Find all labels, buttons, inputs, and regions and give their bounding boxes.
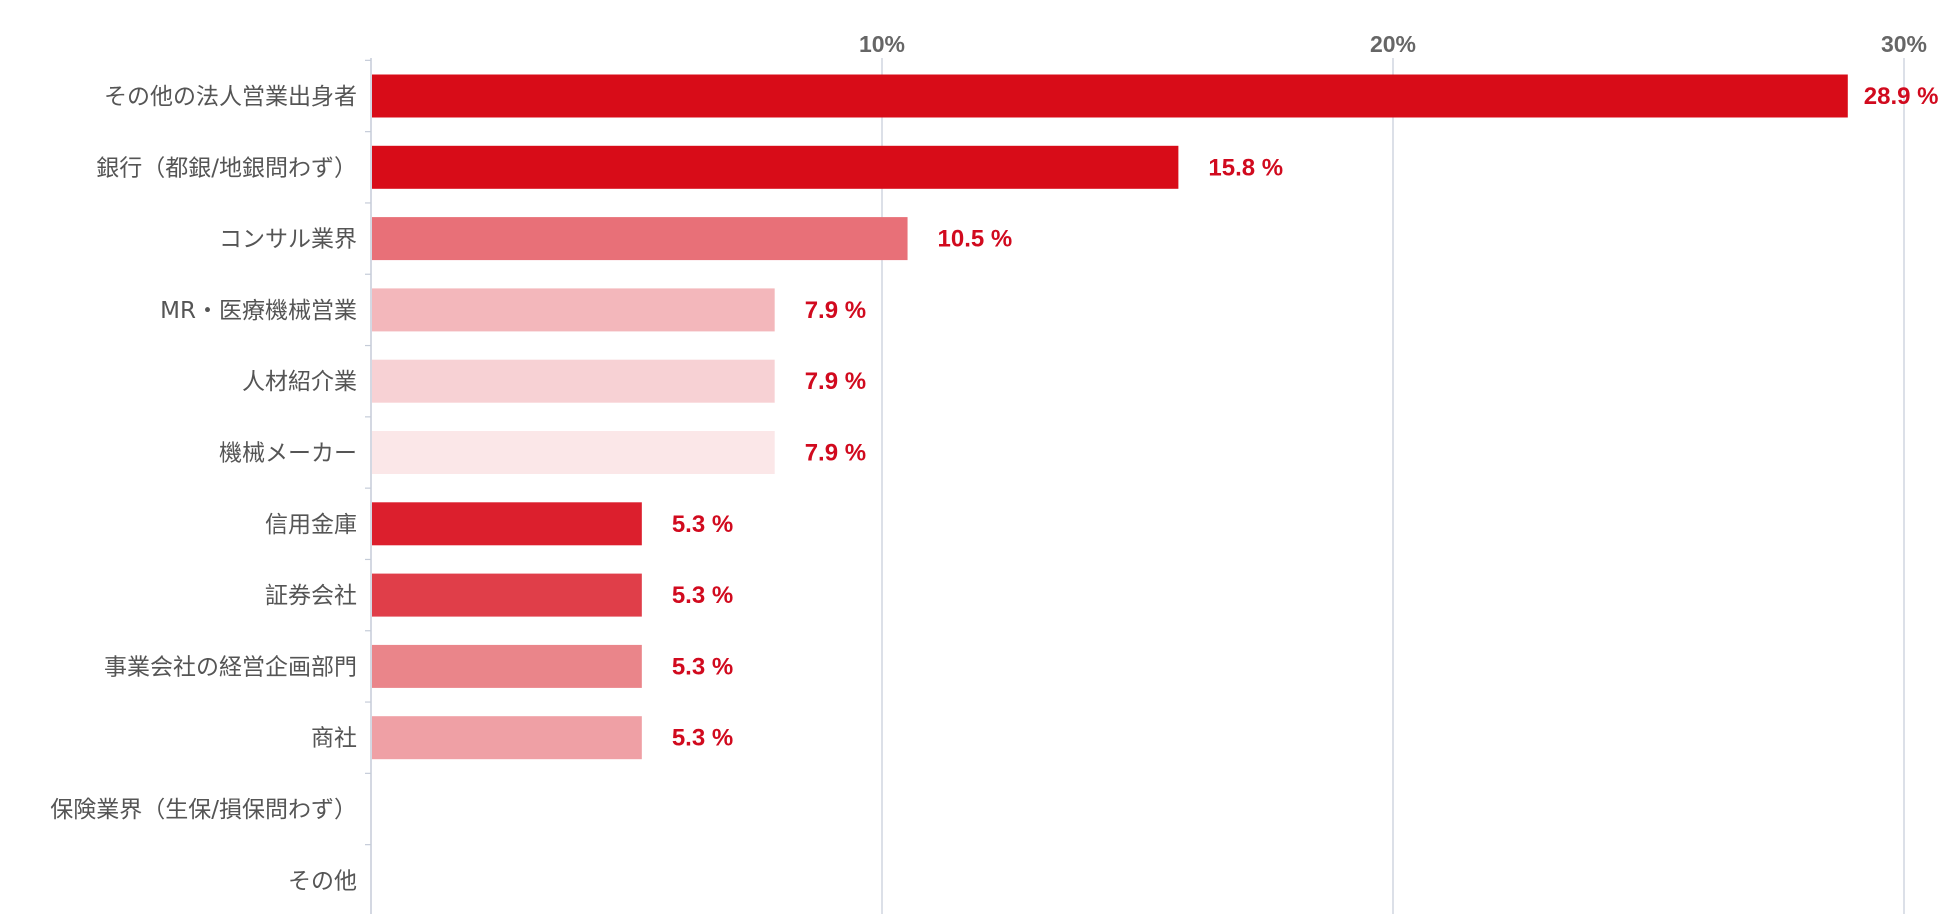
data-label: 5.3 % [672, 653, 733, 680]
bar [372, 217, 908, 261]
x-tick-label: 30% [1881, 31, 1927, 57]
data-label: 7.9 % [805, 368, 866, 395]
category-label: 人材紹介業 [242, 369, 357, 395]
x-tick-label: 10% [859, 31, 905, 57]
category-label: コンサル業界 [219, 227, 357, 253]
category-label: 機械メーカー [219, 441, 357, 467]
x-tick-label: 20% [1370, 31, 1416, 57]
data-label: 5.3 % [672, 582, 733, 609]
data-label: 7.9 % [805, 440, 866, 467]
category-label: 保険業界（生保/損保問わず） [50, 797, 357, 823]
data-label: 7.9 % [805, 297, 866, 324]
data-label: 10.5 % [938, 226, 1013, 253]
category-label: 商社 [311, 726, 357, 752]
data-label: 28.9 % [1864, 83, 1939, 110]
bar [372, 288, 775, 332]
bar [372, 145, 1179, 189]
category-label: MR・医療機械営業 [160, 298, 357, 324]
data-label: 15.8 % [1208, 154, 1283, 181]
bar [372, 431, 775, 474]
bar [372, 573, 642, 617]
category-label: その他の法人営業出身者 [104, 84, 357, 110]
category-label: 証券会社 [265, 583, 357, 609]
category-label: その他 [288, 868, 357, 894]
bar [372, 502, 642, 546]
category-label: 事業会社の経営企画部門 [104, 654, 357, 680]
bar [372, 716, 642, 760]
bar [372, 74, 1848, 118]
bar [372, 359, 775, 403]
category-label: 信用金庫 [265, 512, 357, 538]
data-label: 5.3 % [672, 511, 733, 538]
bar [372, 644, 642, 688]
data-label: 5.3 % [672, 725, 733, 752]
category-label: 銀行（都銀/地銀問わず） [96, 155, 357, 181]
